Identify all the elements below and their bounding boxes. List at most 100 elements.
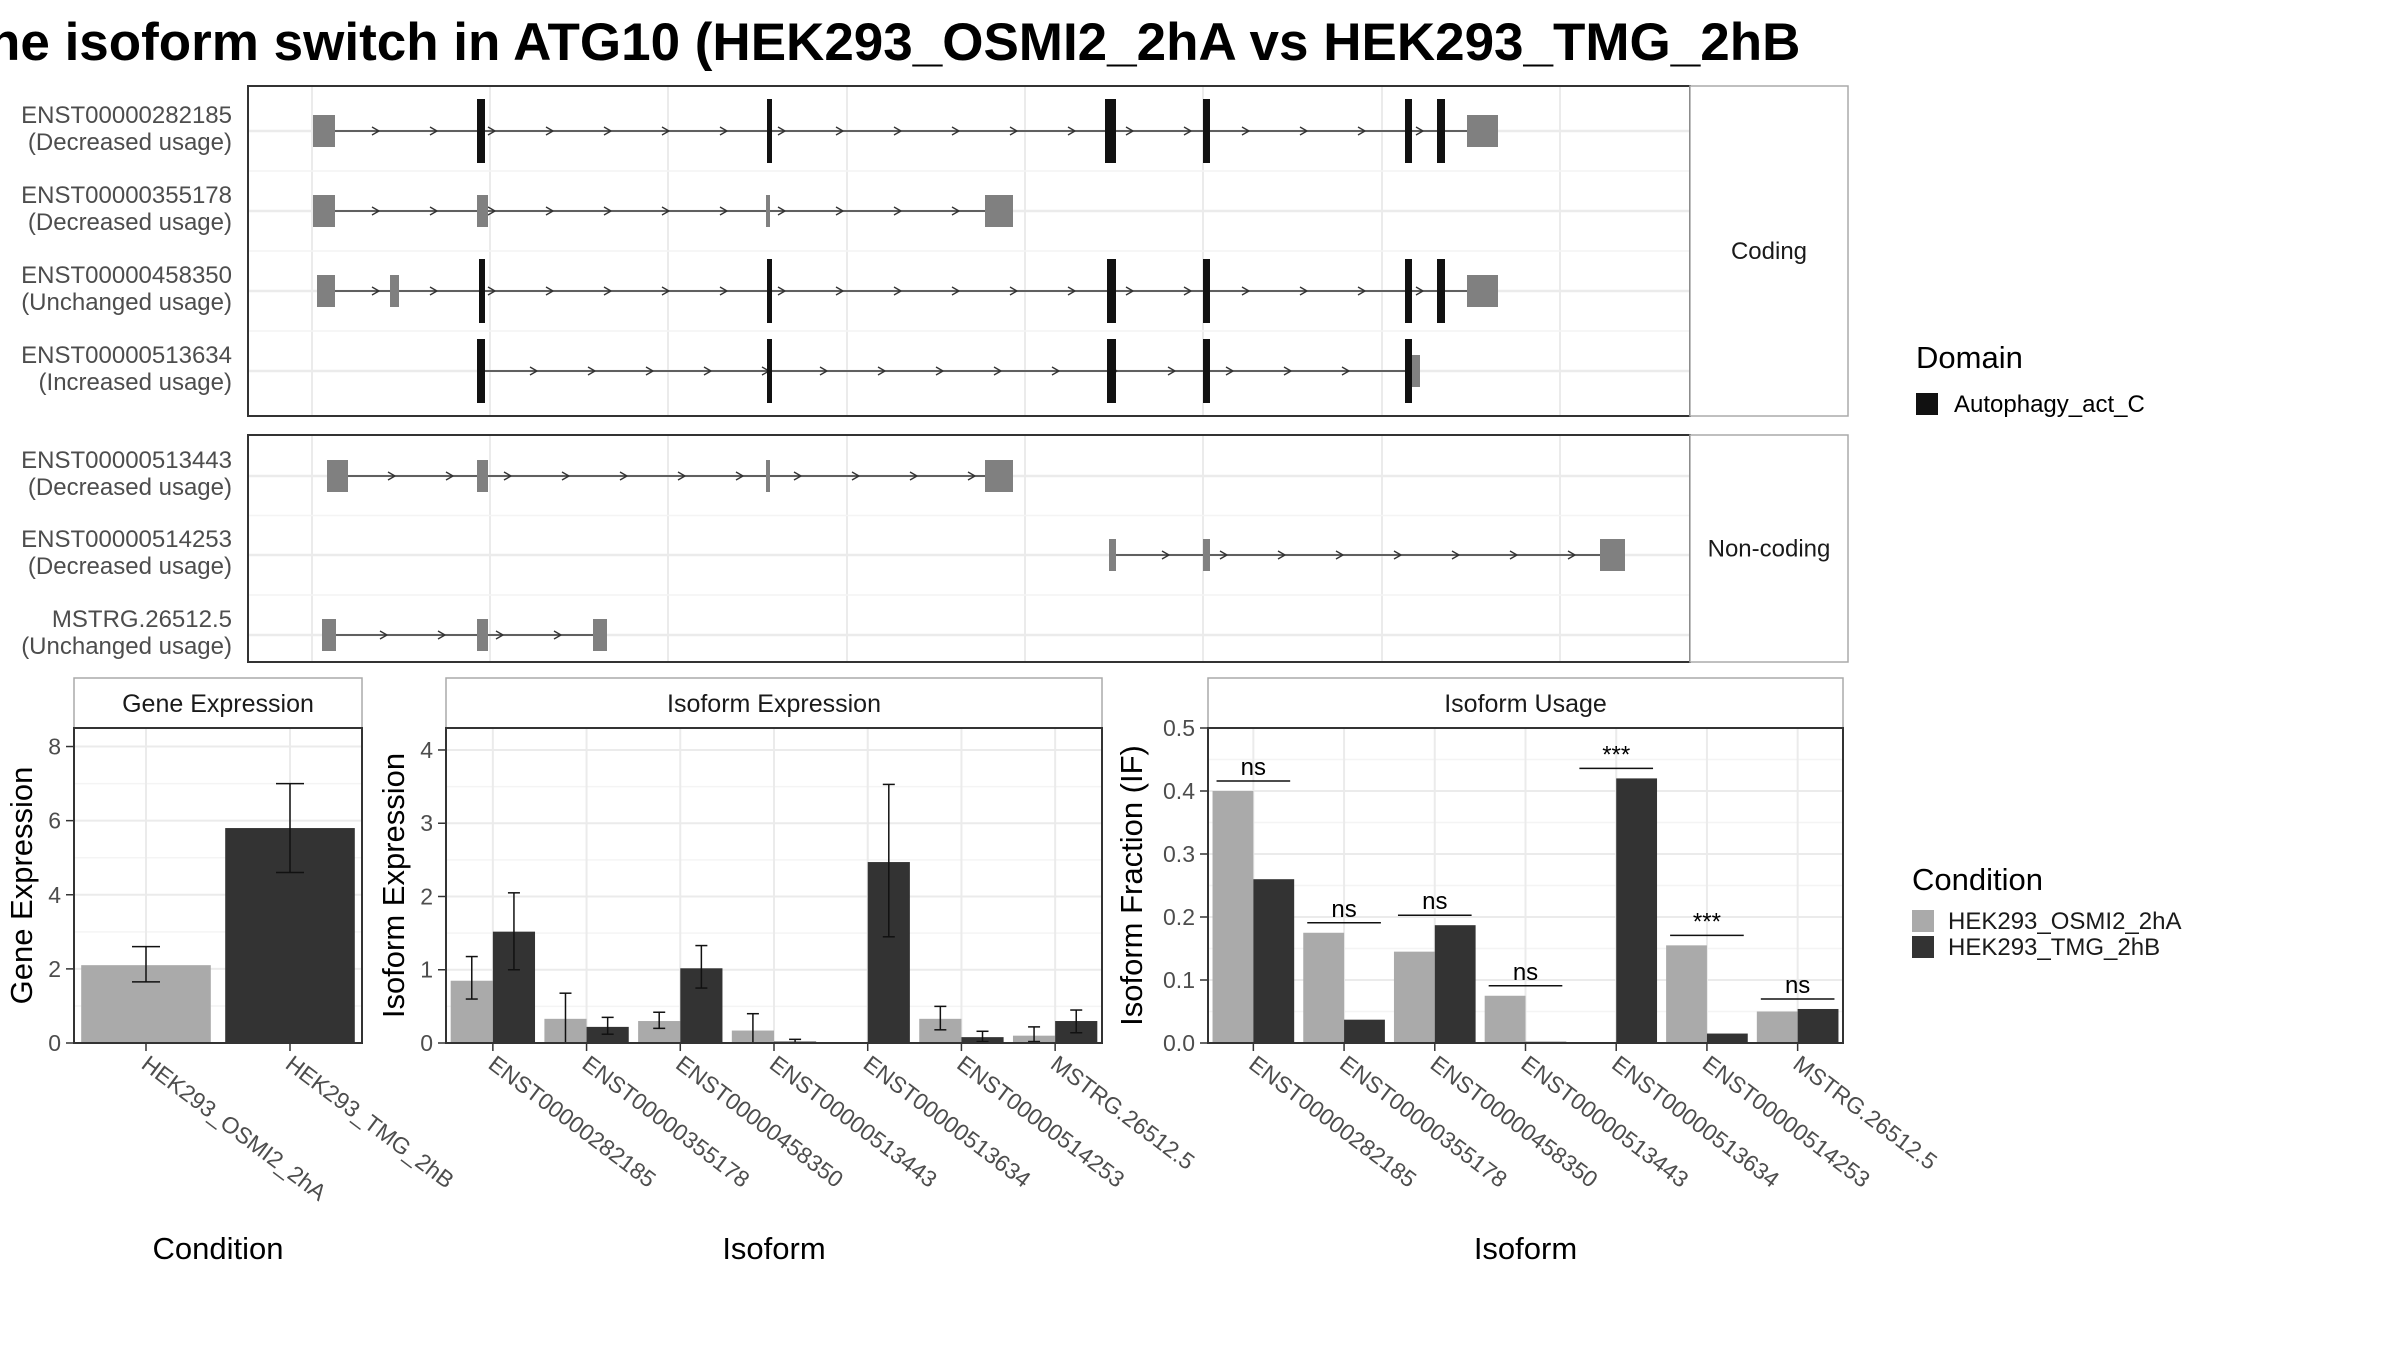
domain-exon (1203, 99, 1210, 163)
direction-arrow (437, 630, 447, 640)
legend-label: HEK293_TMG_2hB (1948, 934, 2160, 961)
transcript-usage-label: (Decreased usage) (28, 209, 232, 236)
direction-arrow (951, 206, 961, 216)
transcript-id-label: ENST00000514253 (21, 526, 232, 553)
direction-arrow (893, 286, 903, 296)
bar (1253, 879, 1295, 1043)
direction-arrow (371, 286, 381, 296)
direction-arrow (1241, 126, 1251, 136)
bar (1212, 791, 1254, 1043)
direction-arrow (951, 286, 961, 296)
utr-exon (477, 195, 488, 227)
bar (1344, 1019, 1385, 1043)
legend-swatch (1912, 936, 1934, 958)
utr-exon (1109, 539, 1116, 571)
y-axis-label: Gene Expression (4, 767, 39, 1005)
x-tick-label: ENST00000458350 (671, 1050, 848, 1192)
y-tick-label: 2 (48, 956, 61, 982)
significance-label: ns (1513, 959, 1538, 986)
direction-arrow (719, 206, 729, 216)
direction-arrow (371, 126, 381, 136)
utr-exon (317, 275, 335, 307)
direction-arrow (661, 286, 671, 296)
significance-label: *** (1693, 908, 1721, 935)
transcript-id-label: ENST00000458350 (21, 262, 232, 289)
y-tick-label: 0.0 (1163, 1030, 1195, 1056)
x-tick-label: ENST00000355178 (1335, 1050, 1512, 1192)
direction-arrow (1451, 550, 1461, 560)
direction-arrow (1509, 550, 1519, 560)
direction-arrow (429, 286, 439, 296)
direction-arrow (529, 366, 539, 376)
domain-legend: Domain Autophagy_act_C (1916, 340, 2145, 418)
transcript-id-label: ENST00000513443 (21, 447, 232, 474)
direction-arrow (1299, 126, 1309, 136)
x-tick-label: ENST00000282185 (484, 1050, 661, 1192)
utr-exon (1467, 275, 1498, 307)
legend-swatch (1912, 910, 1934, 932)
bar (1797, 1008, 1839, 1043)
direction-arrow (1393, 550, 1403, 560)
direction-arrow (371, 206, 381, 216)
x-tick-label: ENST00000282185 (1244, 1050, 1421, 1192)
direction-arrow (719, 126, 729, 136)
direction-arrow (851, 471, 861, 481)
y-tick-label: 0.3 (1163, 841, 1195, 867)
direction-arrow (1283, 366, 1293, 376)
direction-arrow (1183, 126, 1193, 136)
direction-arrow (603, 126, 613, 136)
y-tick-label: 0.1 (1163, 967, 1195, 993)
direction-arrow (1125, 286, 1135, 296)
y-tick-label: 4 (48, 882, 61, 908)
direction-arrow (487, 286, 497, 296)
utr-exon (313, 115, 335, 147)
y-tick-label: 0.4 (1163, 778, 1195, 804)
direction-arrow (661, 206, 671, 216)
utr-exon (1412, 355, 1420, 387)
direction-arrow (735, 471, 745, 481)
direction-arrow (793, 471, 803, 481)
direction-arrow (1357, 126, 1367, 136)
utr-exon (327, 460, 348, 492)
direction-arrow (893, 206, 903, 216)
direction-arrow (1415, 286, 1425, 296)
legend-label: HEK293_OSMI2_2hA (1948, 908, 2181, 935)
bar (1706, 1033, 1748, 1043)
transcript-usage-label: (Decreased usage) (28, 553, 232, 580)
direction-arrow (1299, 286, 1309, 296)
domain-exon (479, 259, 485, 323)
panel-background (248, 435, 1690, 662)
legend-title: Condition (1912, 862, 2043, 897)
direction-arrow (819, 366, 829, 376)
significance-label: ns (1331, 896, 1356, 923)
direction-arrow (1341, 366, 1351, 376)
transcript-usage-label: (Decreased usage) (28, 129, 232, 156)
structure-panel-coding: ENST00000282185(Decreased usage)ENST0000… (21, 85, 1849, 417)
direction-arrow (909, 471, 919, 481)
legend-swatch (1916, 393, 1938, 415)
utr-exon (390, 275, 399, 307)
utr-exon (1600, 539, 1625, 571)
direction-arrow (1219, 550, 1229, 560)
significance-label: ns (1785, 972, 1810, 999)
direction-arrow (545, 286, 555, 296)
y-tick-label: 1 (420, 957, 433, 983)
direction-arrow (587, 366, 597, 376)
chart-isoform-usage: Isoform Usage ns ns ns ns *** *** ns 0.0 0.1 0.2 0.… (1114, 677, 1942, 1266)
direction-arrow (777, 286, 787, 296)
direction-arrow (1241, 286, 1251, 296)
y-tick-label: 8 (48, 734, 61, 760)
direction-arrow (1051, 366, 1061, 376)
direction-arrow (719, 286, 729, 296)
legend-title: Domain (1916, 340, 2023, 375)
chart-title: Isoform Expression (667, 690, 881, 718)
y-tick-label: 4 (420, 737, 433, 763)
bar (1393, 951, 1435, 1043)
domain-exon (767, 99, 772, 163)
y-tick-label: 0 (48, 1030, 61, 1056)
direction-arrow (967, 471, 977, 481)
direction-arrow (935, 366, 945, 376)
domain-exon (1437, 99, 1445, 163)
direction-arrow (619, 471, 629, 481)
